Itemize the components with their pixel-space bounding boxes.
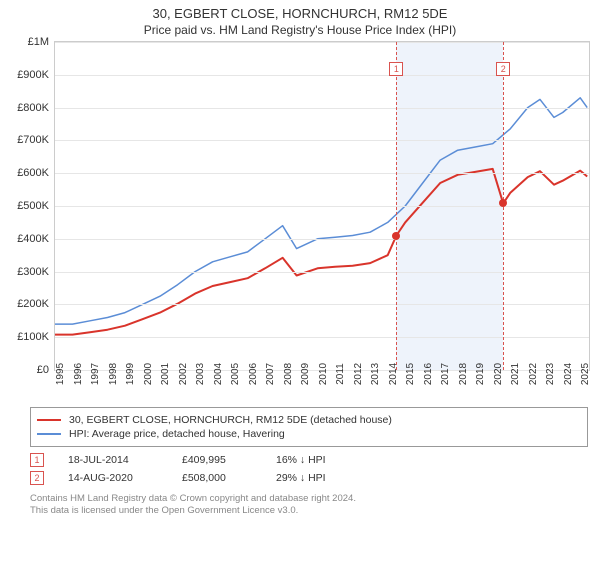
gridline <box>55 140 589 141</box>
y-tick-label: £100K <box>17 331 49 343</box>
x-tick-label: 2009 <box>300 363 311 385</box>
x-tick-label: 2018 <box>458 363 469 385</box>
transaction-diff: 29% ↓ HPI <box>276 472 326 484</box>
legend-swatch-icon <box>37 419 61 421</box>
x-tick-label: 2004 <box>213 363 224 385</box>
gridline <box>55 239 589 240</box>
gridline <box>55 42 589 43</box>
x-tick-label: 2020 <box>493 363 504 385</box>
x-tick-label: 2010 <box>318 363 329 385</box>
y-tick-label: £600K <box>17 167 49 179</box>
x-tick-label: 2021 <box>510 363 521 385</box>
x-tick-label: 2025 <box>580 363 591 385</box>
chart-subtitle: Price paid vs. HM Land Registry's House … <box>0 23 600 37</box>
transaction-date: 18-JUL-2014 <box>68 454 158 466</box>
gridline <box>55 337 589 338</box>
y-tick-label: £500K <box>17 200 49 212</box>
x-tick-label: 2019 <box>475 363 486 385</box>
chart-wrapper: 30, EGBERT CLOSE, HORNCHURCH, RM12 5DE P… <box>0 6 600 566</box>
transactions-table: 1 18-JUL-2014 £409,995 16% ↓ HPI 2 14-AU… <box>30 453 588 485</box>
legend-label: HPI: Average price, detached house, Have… <box>69 428 285 440</box>
x-tick-label: 2024 <box>563 363 574 385</box>
data-marker-dot <box>392 232 400 240</box>
chart-title: 30, EGBERT CLOSE, HORNCHURCH, RM12 5DE <box>0 6 600 21</box>
y-tick-label: £200K <box>17 298 49 310</box>
x-tick-label: 1996 <box>73 363 84 385</box>
gridline <box>55 272 589 273</box>
footnote-line: This data is licensed under the Open Gov… <box>30 505 588 517</box>
y-tick-label: £700K <box>17 134 49 146</box>
x-tick-label: 1998 <box>108 363 119 385</box>
vline-marker-badge: 2 <box>496 62 510 76</box>
x-tick-label: 2000 <box>143 363 154 385</box>
transaction-date: 14-AUG-2020 <box>68 472 158 484</box>
x-tick-label: 2013 <box>370 363 381 385</box>
x-tick-label: 2011 <box>335 363 346 385</box>
x-tick-label: 2008 <box>283 363 294 385</box>
series-line-property <box>55 169 587 335</box>
y-tick-label: £400K <box>17 233 49 245</box>
legend-item: HPI: Average price, detached house, Have… <box>37 428 581 440</box>
y-tick-label: £1M <box>28 36 49 48</box>
transaction-row: 1 18-JUL-2014 £409,995 16% ↓ HPI <box>30 453 588 467</box>
transaction-row: 2 14-AUG-2020 £508,000 29% ↓ HPI <box>30 471 588 485</box>
gridline <box>55 173 589 174</box>
data-marker-dot <box>499 199 507 207</box>
x-tick-label: 2023 <box>545 363 556 385</box>
legend-label: 30, EGBERT CLOSE, HORNCHURCH, RM12 5DE (… <box>69 414 392 426</box>
chart-plot-area: £0£100K£200K£300K£400K£500K£600K£700K£80… <box>54 41 590 371</box>
x-tick-label: 2017 <box>440 363 451 385</box>
transaction-price: £508,000 <box>182 472 252 484</box>
gridline <box>55 304 589 305</box>
x-tick-label: 1997 <box>90 363 101 385</box>
x-tick-label: 2022 <box>528 363 539 385</box>
x-tick-label: 1999 <box>125 363 136 385</box>
x-tick-label: 2001 <box>160 363 171 385</box>
vline <box>396 42 397 370</box>
gridline <box>55 108 589 109</box>
y-tick-label: £300K <box>17 266 49 278</box>
legend-swatch-icon <box>37 433 61 435</box>
legend-item: 30, EGBERT CLOSE, HORNCHURCH, RM12 5DE (… <box>37 414 581 426</box>
x-tick-label: 2016 <box>423 363 434 385</box>
x-tick-label: 1995 <box>55 363 66 385</box>
transaction-diff: 16% ↓ HPI <box>276 454 326 466</box>
x-tick-label: 2012 <box>353 363 364 385</box>
y-tick-label: £900K <box>17 69 49 81</box>
x-tick-label: 2007 <box>265 363 276 385</box>
series-line-hpi <box>55 98 587 324</box>
transaction-num-badge: 2 <box>30 471 44 485</box>
gridline <box>55 206 589 207</box>
x-tick-label: 2005 <box>230 363 241 385</box>
legend: 30, EGBERT CLOSE, HORNCHURCH, RM12 5DE (… <box>30 407 588 447</box>
x-tick-label: 2003 <box>195 363 206 385</box>
x-tick-label: 2006 <box>248 363 259 385</box>
transaction-num-badge: 1 <box>30 453 44 467</box>
footnote-line: Contains HM Land Registry data © Crown c… <box>30 493 588 505</box>
y-tick-label: £0 <box>37 364 49 376</box>
y-tick-label: £800K <box>17 102 49 114</box>
x-tick-label: 2015 <box>405 363 416 385</box>
transaction-price: £409,995 <box>182 454 252 466</box>
footnote: Contains HM Land Registry data © Crown c… <box>30 493 588 518</box>
vline-marker-badge: 1 <box>389 62 403 76</box>
x-tick-label: 2002 <box>178 363 189 385</box>
